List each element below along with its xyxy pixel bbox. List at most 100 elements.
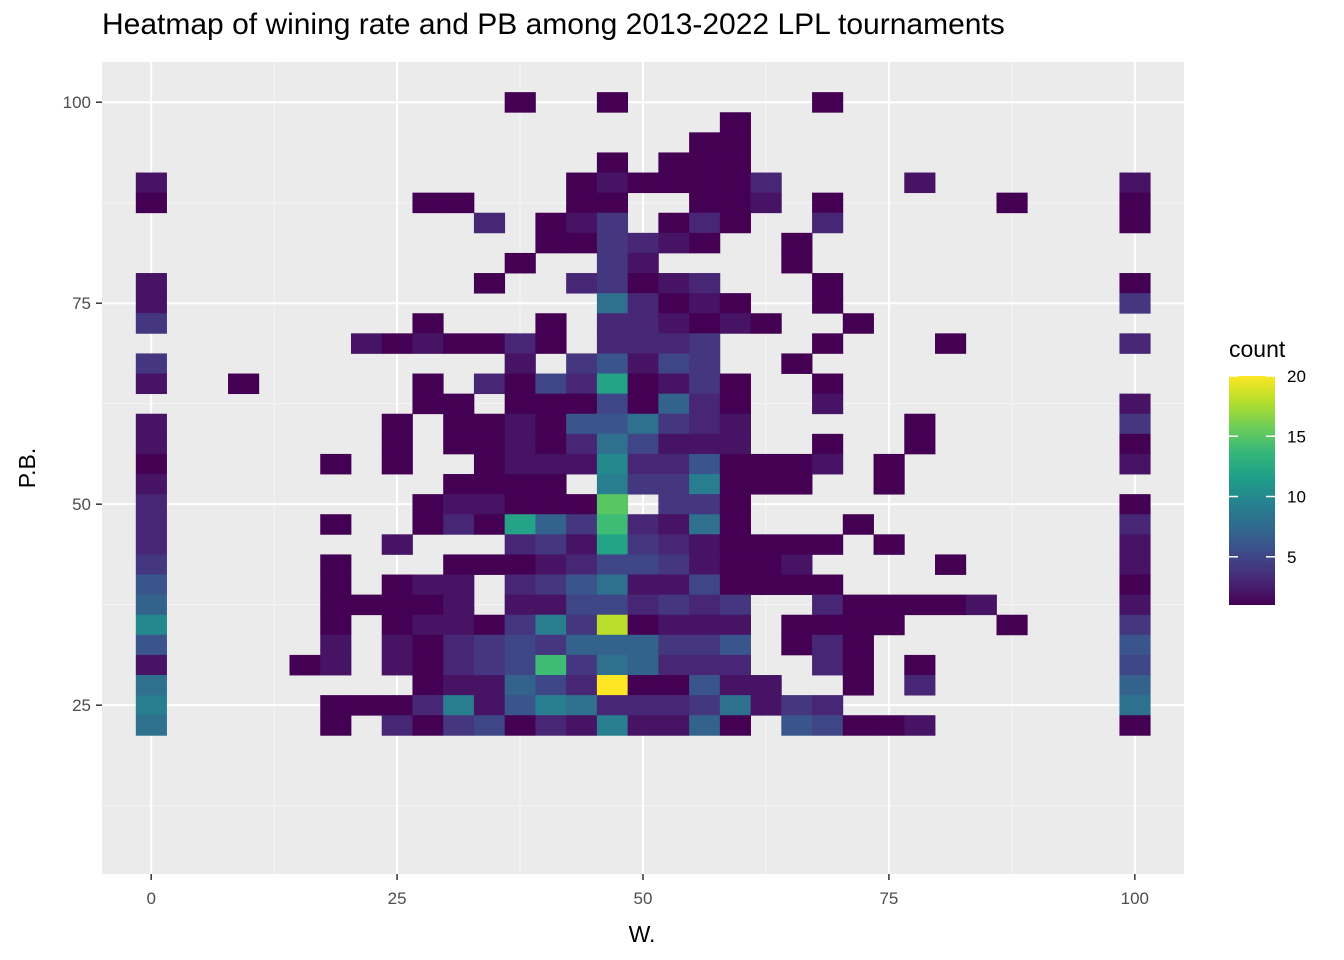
heatmap-cell	[596, 172, 629, 194]
heatmap-cell	[412, 594, 444, 616]
heatmap-cell	[781, 695, 813, 716]
heatmap-cell	[873, 715, 905, 736]
heatmap-cell	[535, 675, 567, 696]
heatmap-cell	[596, 373, 629, 395]
heatmap-cell	[566, 494, 598, 515]
heatmap-cell	[627, 715, 659, 736]
heatmap-cell	[135, 313, 167, 334]
heatmap-cell	[412, 514, 444, 535]
heatmap-cell	[135, 654, 167, 676]
heatmap-cell	[812, 453, 844, 475]
heatmap-cell	[719, 132, 751, 153]
heatmap-cell	[320, 574, 352, 596]
heatmap-cell	[627, 313, 659, 334]
heatmap-cell	[781, 474, 813, 495]
heatmap-cell	[504, 634, 536, 656]
heatmap-cell	[135, 534, 167, 555]
heatmap-cell	[658, 152, 690, 173]
heatmap-cell	[627, 393, 659, 415]
heatmap-cell	[596, 293, 629, 314]
heatmap-cell	[381, 433, 413, 455]
heatmap-cell	[627, 433, 659, 455]
heatmap-cell	[566, 393, 598, 415]
heatmap-cell	[412, 695, 444, 716]
heatmap-cell	[566, 514, 598, 535]
heatmap-cell	[658, 614, 690, 636]
heatmap-cell	[1119, 534, 1151, 555]
heatmap-cell	[381, 695, 413, 716]
heatmap-cell	[566, 212, 598, 234]
heatmap-cell	[596, 534, 629, 555]
heatmap-cell	[658, 715, 690, 736]
heatmap-cell	[504, 675, 536, 696]
heatmap-cell	[689, 413, 721, 435]
heatmap-cell	[965, 594, 997, 616]
heatmap-cell	[781, 534, 813, 555]
heatmap-cell	[443, 574, 475, 596]
heatmap-cell	[504, 494, 536, 515]
heatmap-cell	[443, 614, 475, 636]
heatmap-cell	[504, 554, 536, 575]
heatmap-cell	[135, 192, 167, 214]
heatmap-cell	[443, 695, 475, 716]
heatmap-cell	[719, 654, 751, 676]
heatmap-cell	[904, 433, 936, 455]
heatmap-cell	[566, 232, 598, 254]
heatmap-cell	[812, 695, 844, 716]
heatmap-cell	[381, 453, 413, 475]
heatmap-cell	[719, 293, 751, 314]
heatmap-cell	[689, 232, 721, 254]
heatmap-cell	[627, 614, 659, 636]
heatmap-cell	[1119, 393, 1151, 415]
heatmap-cell	[1119, 433, 1151, 455]
heatmap-cell	[473, 373, 506, 395]
heatmap-cell	[566, 534, 598, 555]
heatmap-cell	[627, 594, 659, 616]
heatmap-cell	[596, 654, 629, 676]
y-axis-title: P.B.	[14, 448, 40, 489]
legend-title: count	[1229, 336, 1286, 362]
heatmap-cell	[1119, 695, 1151, 716]
heatmap-cell	[535, 433, 567, 455]
heatmap-cell	[689, 212, 721, 234]
heatmap-cell	[904, 413, 936, 435]
heatmap-cell	[412, 494, 444, 515]
heatmap-cell	[412, 634, 444, 656]
heatmap-cell	[689, 675, 721, 696]
heatmap-cell	[812, 293, 844, 314]
heatmap-cell	[566, 453, 598, 475]
heatmap-cell	[473, 715, 506, 736]
heatmap-cell	[596, 594, 629, 616]
heatmap-cell	[566, 594, 598, 616]
heatmap-cell	[135, 413, 167, 435]
heatmap-cell	[873, 534, 905, 555]
heatmap-cell	[135, 474, 167, 495]
heatmap-cell	[504, 333, 536, 354]
heatmap-cell	[320, 695, 352, 716]
heatmap-cell	[812, 433, 844, 455]
heatmap-cell	[535, 212, 567, 234]
heatmap-cell	[658, 333, 690, 354]
axes: 0 25 50 75 100 25 50 75 100	[63, 93, 1149, 908]
heatmap-cell	[627, 514, 659, 535]
heatmap-cell	[473, 695, 506, 716]
heatmap-cell	[904, 715, 936, 736]
heatmap-cell	[320, 634, 352, 656]
heatmap-cell	[781, 574, 813, 596]
heatmap-cell	[750, 192, 782, 214]
heatmap-cell	[473, 554, 506, 575]
heatmap-cell	[473, 273, 506, 294]
heatmap-cell	[504, 393, 536, 415]
heatmap-cell	[535, 453, 567, 475]
heatmap-cell	[473, 634, 506, 656]
heatmap-cell	[812, 373, 844, 395]
heatmap-cell	[689, 353, 721, 374]
heatmap-cell	[535, 373, 567, 395]
heatmap-cell	[658, 293, 690, 314]
heatmap-cell	[596, 474, 629, 495]
heatmap-cell	[719, 554, 751, 575]
heatmap-cell	[504, 594, 536, 616]
heatmap-cell	[812, 212, 844, 234]
heatmap-cell	[320, 654, 352, 676]
heatmap-cell	[719, 313, 751, 334]
